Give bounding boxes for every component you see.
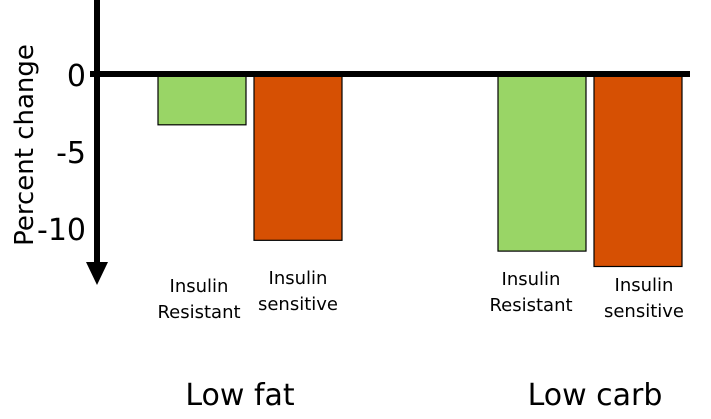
y-tick-label: 0	[67, 59, 86, 94]
y-tick-label: -10	[37, 213, 86, 248]
y-tick-label: -5	[56, 136, 86, 171]
bar	[497, 73, 587, 252]
group-label: Low carb	[528, 378, 663, 413]
category-label: Resistant	[489, 295, 572, 316]
category-label: Resistant	[157, 302, 240, 323]
category-label: Insulin	[170, 276, 229, 297]
bar	[253, 73, 343, 241]
category-label: sensitive	[258, 294, 338, 315]
category-label: Insulin	[502, 269, 561, 290]
y-axis-label: Percent change	[10, 44, 40, 246]
category-label: Insulin	[269, 268, 328, 289]
bar	[157, 73, 247, 126]
category-label: Insulin	[615, 275, 674, 296]
group-label: Low fat	[185, 378, 295, 413]
bar	[593, 73, 683, 268]
category-label: sensitive	[604, 301, 684, 322]
y-axis-arrowhead	[86, 262, 108, 285]
